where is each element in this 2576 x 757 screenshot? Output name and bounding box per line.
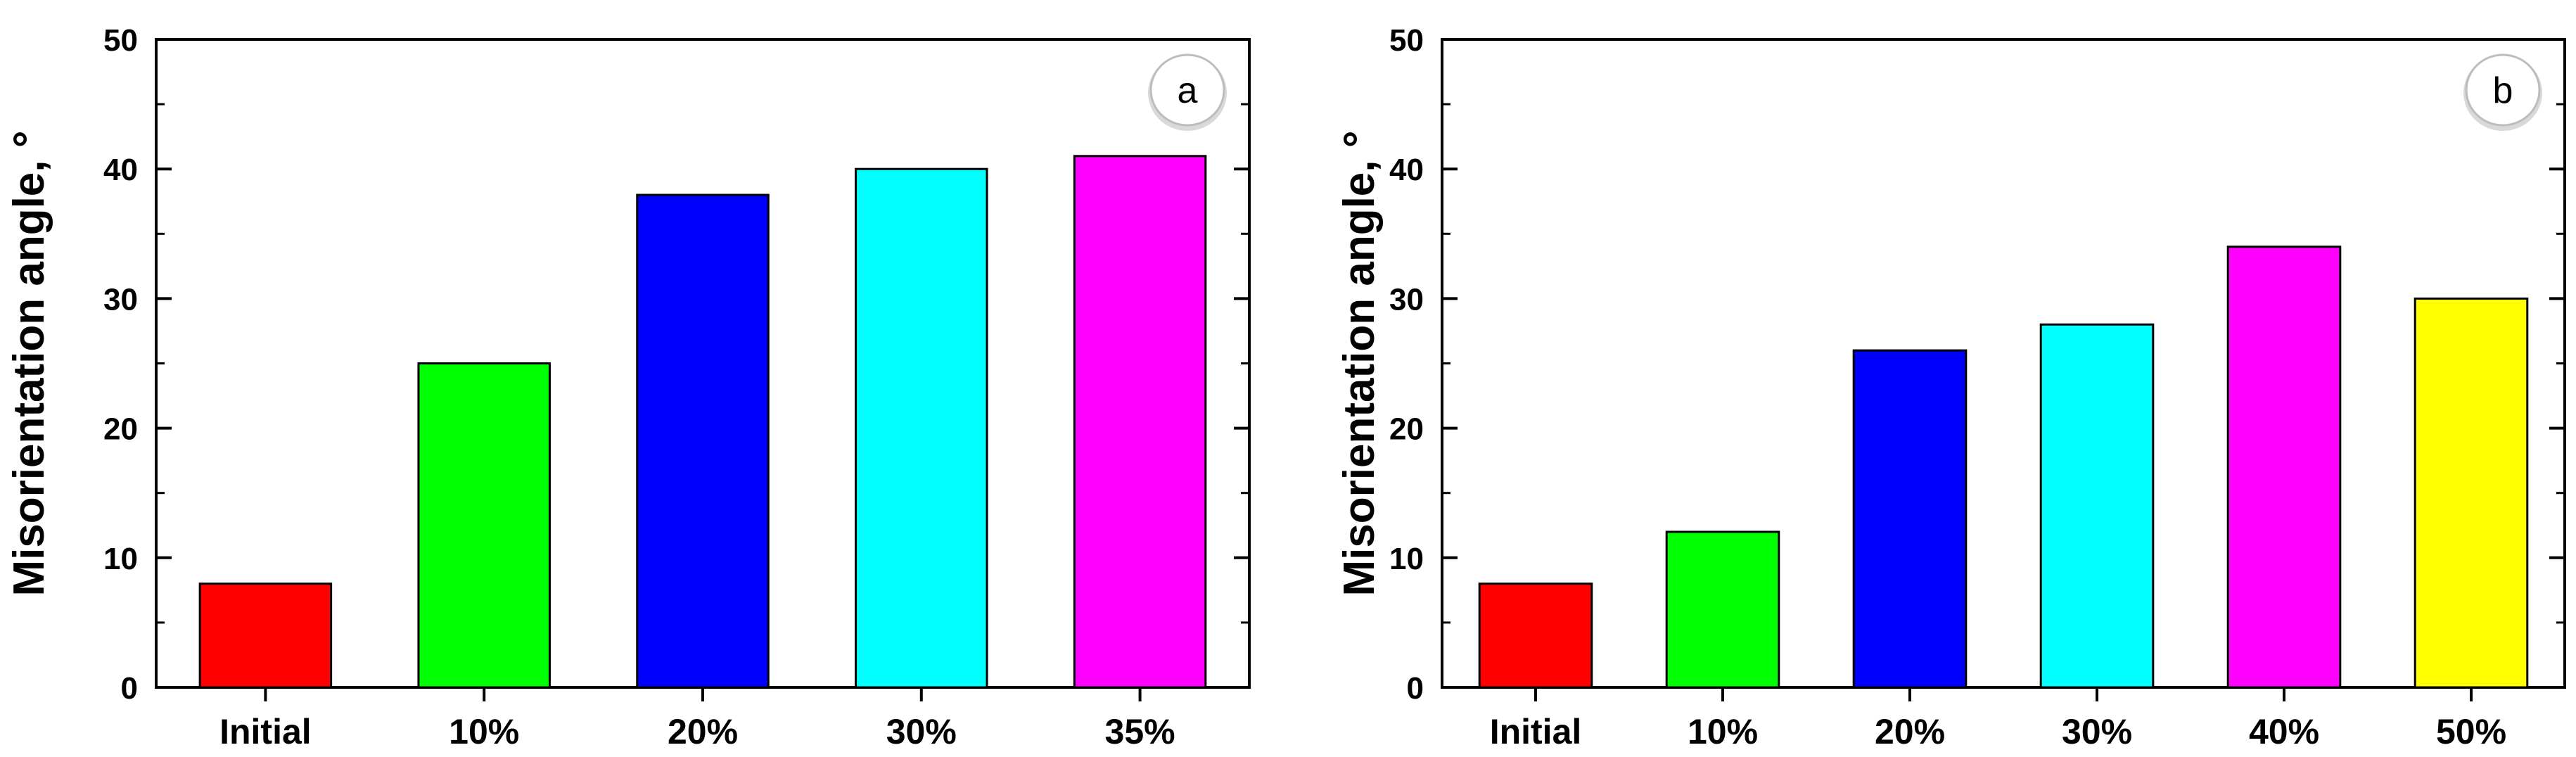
panel-label-badge xyxy=(1149,53,1225,127)
panel-label: b xyxy=(2493,70,2513,111)
panel-label: a xyxy=(1178,70,1198,111)
x-category-label: 20% xyxy=(1875,712,1945,751)
bar xyxy=(1665,530,1780,689)
y-tick-label: 50 xyxy=(1389,23,1424,58)
y-axis-title: Misorientation angle, ° xyxy=(5,130,53,596)
y-tick-label: 40 xyxy=(103,153,138,187)
bar xyxy=(2226,246,2342,689)
y-tick-label: 30 xyxy=(1389,282,1424,317)
chart-panel-b: 0 10 20 30 40 50 Misorientation angle, ° Initia… xyxy=(1335,23,2566,751)
bar xyxy=(2414,297,2529,689)
y-tick-label: 20 xyxy=(1389,412,1424,447)
bar xyxy=(198,583,333,689)
x-category-label: 40% xyxy=(2249,712,2319,751)
y-tick-label: 20 xyxy=(103,412,138,447)
y-tick-label: 0 xyxy=(1407,671,1424,706)
x-category-label: 30% xyxy=(2062,712,2132,751)
y-axis-title: Misorientation angle, ° xyxy=(1335,130,1384,596)
x-category-label: 35% xyxy=(1105,712,1175,751)
x-category-label: 30% xyxy=(886,712,957,751)
bar xyxy=(636,193,770,689)
y-tick-label: 10 xyxy=(103,542,138,576)
bar xyxy=(1852,349,1968,689)
x-category-label: 10% xyxy=(1688,712,1758,751)
panel-label-badge xyxy=(2465,53,2541,127)
bar xyxy=(855,167,988,689)
plot-frame xyxy=(1441,38,2566,689)
bar xyxy=(2039,323,2155,689)
y-tick-label: 30 xyxy=(103,282,138,317)
y-tick-label: 10 xyxy=(1389,542,1424,576)
y-tick-label: 0 xyxy=(121,671,138,706)
x-category-label: 20% xyxy=(668,712,738,751)
bar xyxy=(1478,583,1593,689)
x-category-label: Initial xyxy=(1490,712,1582,751)
x-category-label: 10% xyxy=(449,712,519,751)
chart-panel-a: 0 10 20 30 40 50 Misorientation angle, ° Initia… xyxy=(5,23,1251,751)
bar xyxy=(417,362,551,689)
y-tick-label: 50 xyxy=(103,23,138,58)
x-category-label: 50% xyxy=(2436,712,2506,751)
y-tick-label: 40 xyxy=(1389,153,1424,187)
x-category-label: Initial xyxy=(219,712,312,751)
bar xyxy=(1073,155,1207,689)
